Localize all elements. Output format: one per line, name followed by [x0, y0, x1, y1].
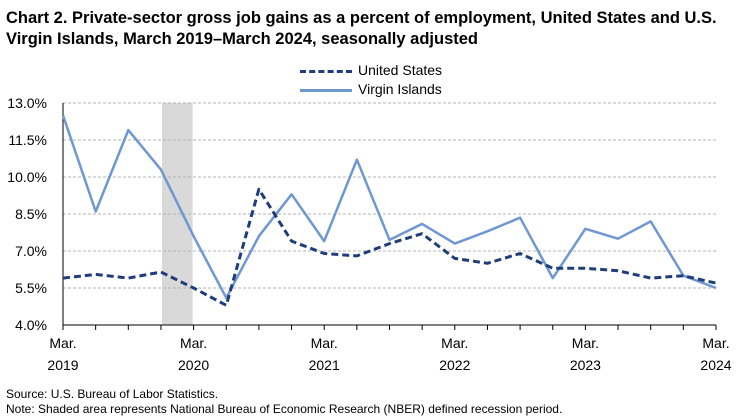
legend-swatch-solid [300, 89, 352, 92]
shading-note: Note: Shaded area represents National Bu… [6, 402, 563, 416]
chart-legend: United States Virgin Islands [300, 61, 442, 99]
y-tick-label: 11.5% [8, 132, 47, 148]
x-tick-label-year: 2021 [309, 357, 340, 373]
x-tick-label-month: Mar. [572, 335, 599, 351]
x-tick-label-month: Mar. [702, 335, 729, 351]
legend-label-virgin-islands: Virgin Islands [358, 81, 442, 97]
x-tick-label-month: Mar. [441, 335, 468, 351]
x-tick-label-month: Mar. [180, 335, 207, 351]
chart-footer: Source: U.S. Bureau of Labor Statistics.… [6, 387, 562, 417]
legend-item-united-states: United States [300, 61, 442, 80]
y-tick-label: 4.0% [15, 317, 47, 333]
x-tick-label-year: 2022 [439, 357, 470, 373]
legend-swatch-dashed [300, 70, 352, 73]
series-line-united-states [62, 187, 717, 307]
chart-title: Chart 2. Private-sector gross job gains … [6, 9, 717, 48]
y-tick-label: 13.0% [7, 95, 47, 111]
legend-label-united-states: United States [358, 62, 443, 78]
y-tick-label: 10.0% [7, 169, 47, 185]
x-tick-label-year: 2023 [570, 357, 601, 373]
x-tick-label-year: 2020 [178, 357, 209, 373]
y-tick-label: 8.5% [15, 206, 47, 222]
y-tick-label: 7.0% [15, 243, 47, 259]
y-tick-label: 5.5% [15, 280, 47, 296]
x-tick-label-month: Mar. [311, 335, 338, 351]
x-tick-label-year: 2019 [47, 357, 78, 373]
x-tick-label-month: Mar. [49, 335, 76, 351]
recession-shading [161, 103, 193, 325]
legend-item-virgin-islands: Virgin Islands [300, 80, 442, 99]
series-line-virgin-islands [61, 114, 717, 300]
source-note: Source: U.S. Bureau of Labor Statistics. [6, 387, 219, 401]
x-tick-label-year: 2024 [700, 357, 731, 373]
